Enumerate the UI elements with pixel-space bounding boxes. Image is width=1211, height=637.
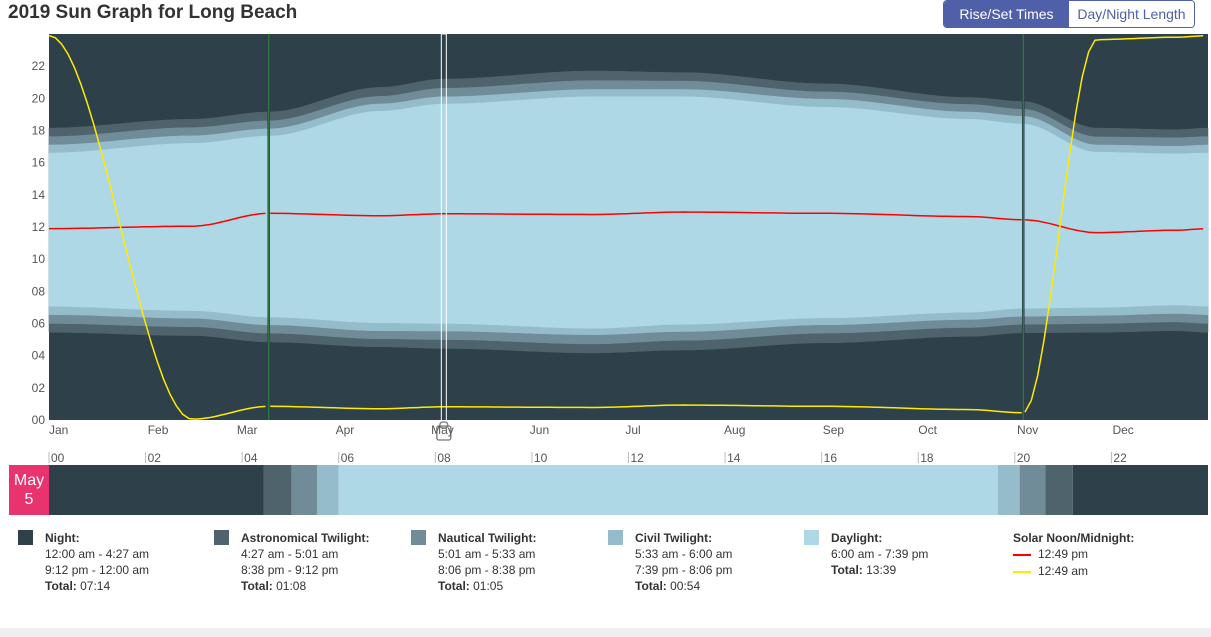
solar-midnight-line-seg-2 <box>1024 34 1204 413</box>
hour-tick-label: 06 <box>341 451 355 465</box>
legend-nautical-total: 01:05 <box>473 579 504 593</box>
legend-daylight-title: Daylight: <box>831 531 883 545</box>
hour-tick-label: 08 <box>437 451 451 465</box>
legend-night-range-2: 9:12 pm - 12:00 am <box>45 563 150 577</box>
y-tick-label: 22 <box>32 59 46 73</box>
month-label-feb: Feb <box>148 423 169 437</box>
legend-solar-noon: 12:49 pm <box>1038 547 1089 561</box>
y-tick-label: 18 <box>32 124 46 138</box>
y-tick-label: 00 <box>32 413 46 427</box>
month-label-jun: Jun <box>530 423 549 437</box>
y-tick-label: 08 <box>32 284 46 298</box>
legend-solar-midnight: 12:49 am <box>1038 564 1089 578</box>
legend-nautical-total-label: Total: <box>438 579 470 593</box>
solar-noon-line-seg-2 <box>1024 219 1204 234</box>
y-tick-label: 02 <box>32 381 46 395</box>
legend-astronomical-total: 01:08 <box>276 579 307 593</box>
selected-day-handle-loop <box>439 421 449 429</box>
month-label-jul: Jul <box>625 423 640 437</box>
month-label-oct: Oct <box>918 423 937 437</box>
y-tick-label: 10 <box>32 252 46 266</box>
selected-date-badge: May 5 <box>9 465 49 515</box>
tab-day-night-length[interactable]: Day/Night Length <box>1069 1 1194 27</box>
legend-civil-total: 00:54 <box>670 579 701 593</box>
hour-tick-label: 10 <box>534 451 548 465</box>
legend-daylight-range-1: 6:00 am - 7:39 pm <box>831 547 929 561</box>
month-label-apr: Apr <box>336 423 355 437</box>
hour-tick-label: 18 <box>920 451 934 465</box>
day-strip-nautical-6 <box>1019 465 1046 515</box>
month-label-sep: Sep <box>823 423 845 437</box>
legend-night-total: 07:14 <box>80 579 111 593</box>
hour-tick-label: 22 <box>1113 451 1127 465</box>
legend-civil-range-2: 7:39 pm - 8:06 pm <box>635 563 733 577</box>
legend-civil-title: Civil Twilight: <box>635 531 713 545</box>
day-strip-civil-3 <box>317 465 339 515</box>
month-label-aug: Aug <box>724 423 745 437</box>
day-strip-night-0 <box>49 465 264 515</box>
solar-noon-swatch <box>1013 553 1031 556</box>
legend-night-title: Night: <box>45 531 80 545</box>
y-tick-label: 06 <box>32 317 46 331</box>
selected-date-day: 5 <box>24 491 34 508</box>
day-strip-civil-5 <box>997 465 1020 515</box>
legend-nautical-range-2: 8:06 pm - 8:38 pm <box>438 563 536 577</box>
y-tick-label: 16 <box>32 156 46 170</box>
month-label-mar: Mar <box>237 423 258 437</box>
month-label-jan: Jan <box>49 423 68 437</box>
legend-daylight-total-label: Total: <box>831 563 863 577</box>
solar-midnight-line-seg-1 <box>270 404 1022 414</box>
legend-nautical-title: Nautical Twilight: <box>438 531 537 545</box>
solar-midnight-swatch <box>1013 570 1031 573</box>
bottom-divider <box>0 628 1211 637</box>
legend-astronomical-range-2: 8:38 pm - 9:12 pm <box>241 563 339 577</box>
daylight-swatch <box>804 530 819 545</box>
tab-rise-set-times[interactable]: Rise/Set Times <box>944 1 1069 27</box>
legend-night-total-label: Total: <box>45 579 77 593</box>
hour-tick-label: 02 <box>148 451 162 465</box>
legend-solar-title: Solar Noon/Midnight: <box>1013 531 1135 545</box>
day-strip-astronomical-7 <box>1045 465 1073 515</box>
hour-tick-label: 04 <box>244 451 258 465</box>
page-title: 2019 Sun Graph for Long Beach <box>8 2 298 23</box>
day-strip-night-8 <box>1072 465 1208 515</box>
month-label-dec: Dec <box>1112 423 1133 437</box>
solar-noon-line-seg-0 <box>49 212 266 230</box>
legend-night-range-1: 12:00 am - 4:27 am <box>45 547 150 561</box>
solar-midnight-line-seg-0 <box>48 34 266 420</box>
day-strip-daylight-4 <box>338 465 998 515</box>
hour-tick-label: 12 <box>631 451 645 465</box>
legend-daylight-total: 13:39 <box>866 563 897 577</box>
legend-nautical-range-1: 5:01 am - 5:33 am <box>438 547 536 561</box>
hour-tick-label: 16 <box>824 451 838 465</box>
nautical-swatch <box>411 530 426 545</box>
day-strip-astronomical-1 <box>263 465 292 515</box>
month-label-may: May <box>431 423 454 437</box>
civil-swatch <box>608 530 623 545</box>
day-strip-nautical-2 <box>291 465 318 515</box>
legend-astronomical-title: Astronomical Twilight: <box>241 531 370 545</box>
hour-tick-label: 20 <box>1017 451 1031 465</box>
legend-astronomical-range-1: 4:27 am - 5:01 am <box>241 547 339 561</box>
y-tick-label: 20 <box>32 91 46 105</box>
astronomical-swatch <box>214 530 229 545</box>
y-tick-label: 14 <box>32 188 46 202</box>
month-label-nov: Nov <box>1017 423 1038 437</box>
legend: Night: 12:00 am - 4:27 am 9:12 pm - 12:0… <box>18 528 1208 618</box>
night-swatch <box>18 530 33 545</box>
view-tabs: Rise/Set Times Day/Night Length <box>943 0 1195 28</box>
y-tick-label: 04 <box>32 349 46 363</box>
legend-astronomical-total-label: Total: <box>241 579 273 593</box>
hour-tick-label: 00 <box>51 451 65 465</box>
solar-noon-line-seg-1 <box>270 211 1022 221</box>
legend-civil-total-label: Total: <box>635 579 667 593</box>
legend-civil-range-1: 5:33 am - 6:00 am <box>635 547 733 561</box>
sun-graph-chart[interactable]: 00 02 04 06 08 10 12 14 16 18 20 22 Jan Feb Mar Apr May J… <box>0 0 1211 520</box>
daylight-band-seg-2 <box>1024 123 1209 309</box>
hour-tick-label: 14 <box>727 451 741 465</box>
selected-date-month: May <box>13 472 45 489</box>
selected-day-handle-icon <box>436 425 452 441</box>
y-tick-label: 12 <box>32 220 46 234</box>
